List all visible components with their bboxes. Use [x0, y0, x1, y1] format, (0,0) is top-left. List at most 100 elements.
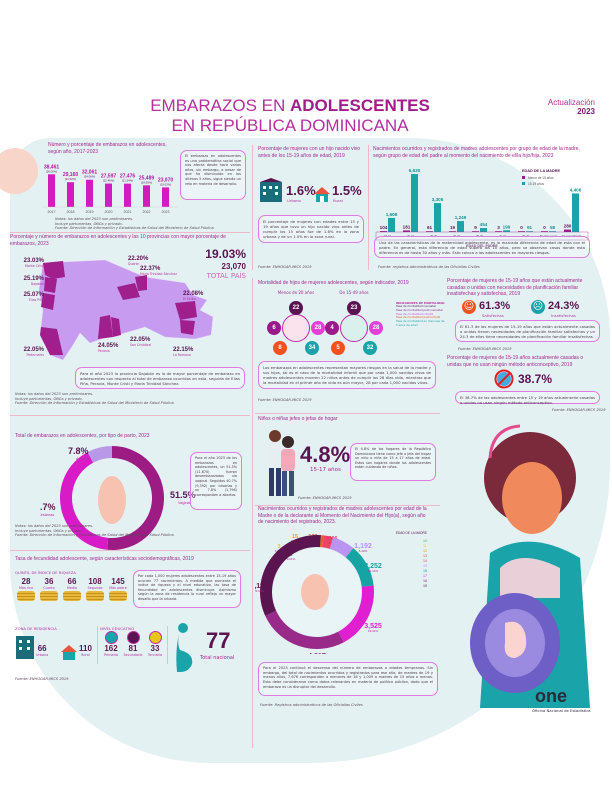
bar-value-label: 38,461 [44, 164, 60, 170]
legend-label: 14 [423, 559, 427, 563]
slice-percent-label: 32.96% [255, 589, 264, 593]
map-province-san-cristobal [111, 317, 121, 337]
mortality-rate-circle: 28 [311, 321, 325, 335]
source: Fuente: ENHOGAR-MICS 2019 [258, 398, 312, 402]
legend-title: EDAD DE LA MADRE [396, 531, 427, 535]
couple-illustration [268, 430, 295, 496]
mother-age-donut-chart: 10.01%30.02%150.08%1220.66%5062.73%1,192… [255, 531, 427, 654]
legend-label: 17 [423, 574, 427, 578]
pregnant-woman-illustration [470, 424, 590, 708]
legend-label: 15-19 años [528, 182, 544, 186]
pregnancies-year-title: Número y porcentaje de embarazos en adol… [48, 142, 167, 155]
bar-40-44-series-0 [495, 231, 502, 232]
mortality-rate-circle: 6 [267, 321, 281, 335]
wealth-value: 28 [21, 577, 31, 586]
bar-percent-label: (26.06%) [46, 169, 57, 173]
bar-25-29-series-1 [434, 203, 441, 232]
legend-swatch [522, 176, 525, 179]
dominican-republic-map [38, 259, 214, 361]
mortality-rate-circle: 32 [363, 341, 377, 355]
unsatisfied-value: 24.3% [548, 300, 580, 312]
bar-value-label: 32,061 [82, 170, 98, 176]
province-name: La Romana [173, 353, 191, 357]
note: Fuente: Dirección de Información y Estad… [15, 533, 175, 538]
province-label: 22.05% Pedernales [4, 347, 44, 357]
bar-No especificado-series-0 [564, 229, 571, 232]
province-name: El Seibo [183, 297, 196, 301]
note: Fuente: Dirección de Información y Estad… [15, 401, 175, 406]
bar-50 años y más-series-1 [549, 231, 556, 232]
contraception-title: Porcentaje de mujeres de 15-19 años actu… [447, 355, 584, 368]
bar-value-label: 27,476 [120, 174, 136, 180]
coins-icon [17, 591, 35, 601]
mortality-legend-item: Tasa de mortalidad neonatal [396, 304, 436, 308]
province-name: Dajabón [30, 282, 44, 286]
mortality-legend-item: Tasa de mortalidad infantil [396, 311, 434, 316]
building-icon [260, 178, 282, 202]
no-contraceptive-icon [494, 369, 514, 389]
wealth-value: 66 [67, 577, 77, 586]
bar-value-label: 29,160 [63, 172, 79, 178]
bar-15-19-series-1 [388, 217, 395, 232]
mortality-rate-circle: 4 [325, 321, 339, 335]
province-name: Duarte [128, 262, 139, 266]
source: Fuente: ENHOGAR-MICS 2019 [258, 265, 312, 269]
bar-No especificado-series-1 [572, 193, 579, 232]
bar-value-label: 61 [427, 225, 433, 230]
map-country [38, 259, 214, 361]
bar-value-label: 454 [480, 222, 488, 227]
mortality-rate-circle: 34 [305, 341, 319, 355]
slice-value-label: 15 [292, 534, 298, 540]
map-province-peravia [98, 315, 113, 339]
urban-value: 1.6% [286, 183, 316, 198]
mortality-group-label: Menos de 20 años [277, 290, 315, 295]
bar-percent-label: (19.60%) [141, 180, 152, 184]
wealth-title: QUINTIL DE ÍNDICE DE RIQUEZA [15, 570, 76, 575]
province-name: María Trinidad Sánchez [140, 272, 177, 276]
slice-value-label: 7.8% [68, 446, 89, 456]
delivery-title: Total de embarazos en adolescentes, por … [15, 433, 150, 439]
province-label: 25.19% Dajabón [4, 276, 44, 286]
donut-slice-vaginal [107, 446, 164, 550]
note: Notas: los datos del 2023 son preliminar… [55, 217, 134, 221]
planning-title: Porcentaje de mujeres de 15-19 años que … [447, 278, 583, 297]
province-name: Elías Piña [28, 298, 44, 302]
source: Fuente: ENHOGAR-MICS 2019 [552, 408, 606, 412]
note: Notas: los datos del 2023 son preliminar… [15, 524, 94, 528]
donut-slice-abortos [87, 446, 112, 463]
coins-icon [109, 591, 127, 601]
province-name: Pedernales [26, 353, 45, 357]
child-percent-title: Porcentaje de mujeres con un hijo nacido… [258, 146, 361, 159]
slice-percent-label: 6.43% [359, 549, 368, 553]
slice-value-label: 4,817 [308, 653, 326, 654]
bar-35-39-series-1 [480, 228, 487, 232]
bar-value-label: 0 [520, 225, 523, 230]
satisfied-label: Satisfechas [482, 313, 504, 318]
coins-icon [86, 591, 104, 601]
province-label: 22.37% María Trinidad Sánchez [140, 266, 184, 276]
bar-value-label: 280 [564, 224, 572, 229]
education-value: 33 [150, 644, 160, 653]
page-title: EMBARAZOS EN ADOLESCENTES EN REPÚBLICA DO… [150, 96, 430, 135]
child-percent-box: El porcentaje de mujeres con edades entr… [258, 215, 364, 243]
slice-percent-label: 0.01% [287, 557, 296, 561]
mother-age-box: Para el 2023 continuó el descenso del nú… [258, 662, 438, 696]
mortality-rate-circle: 23 [347, 301, 361, 315]
bar-35-39-series-0 [472, 231, 479, 232]
total-label: TOTAL PAÍS [206, 272, 246, 280]
slice-percent-label: 12.14% [368, 569, 379, 573]
zone-value: 110 [79, 644, 92, 653]
donut-slice-age-13 [320, 535, 324, 548]
rural-value: 1.5% [332, 183, 362, 198]
bar-value-label: 3,305 [432, 197, 444, 202]
x-tick-label: 2019 [86, 210, 94, 214]
map-province-maria-trinidad-sanchez [135, 275, 147, 291]
province-percent: 22.08% [183, 291, 204, 297]
urban-label: Urbano [287, 198, 301, 203]
mortality-legend-item: Tasa de mortalidad post neonatal [396, 307, 443, 312]
bar-2018 [67, 182, 74, 207]
province-percent: 22.37% [140, 266, 161, 272]
bar-20-24-series-1 [411, 174, 418, 232]
donut-slice-age-19 [260, 535, 321, 616]
note: Incluye parturientas, ONGs y privado. [15, 396, 83, 401]
